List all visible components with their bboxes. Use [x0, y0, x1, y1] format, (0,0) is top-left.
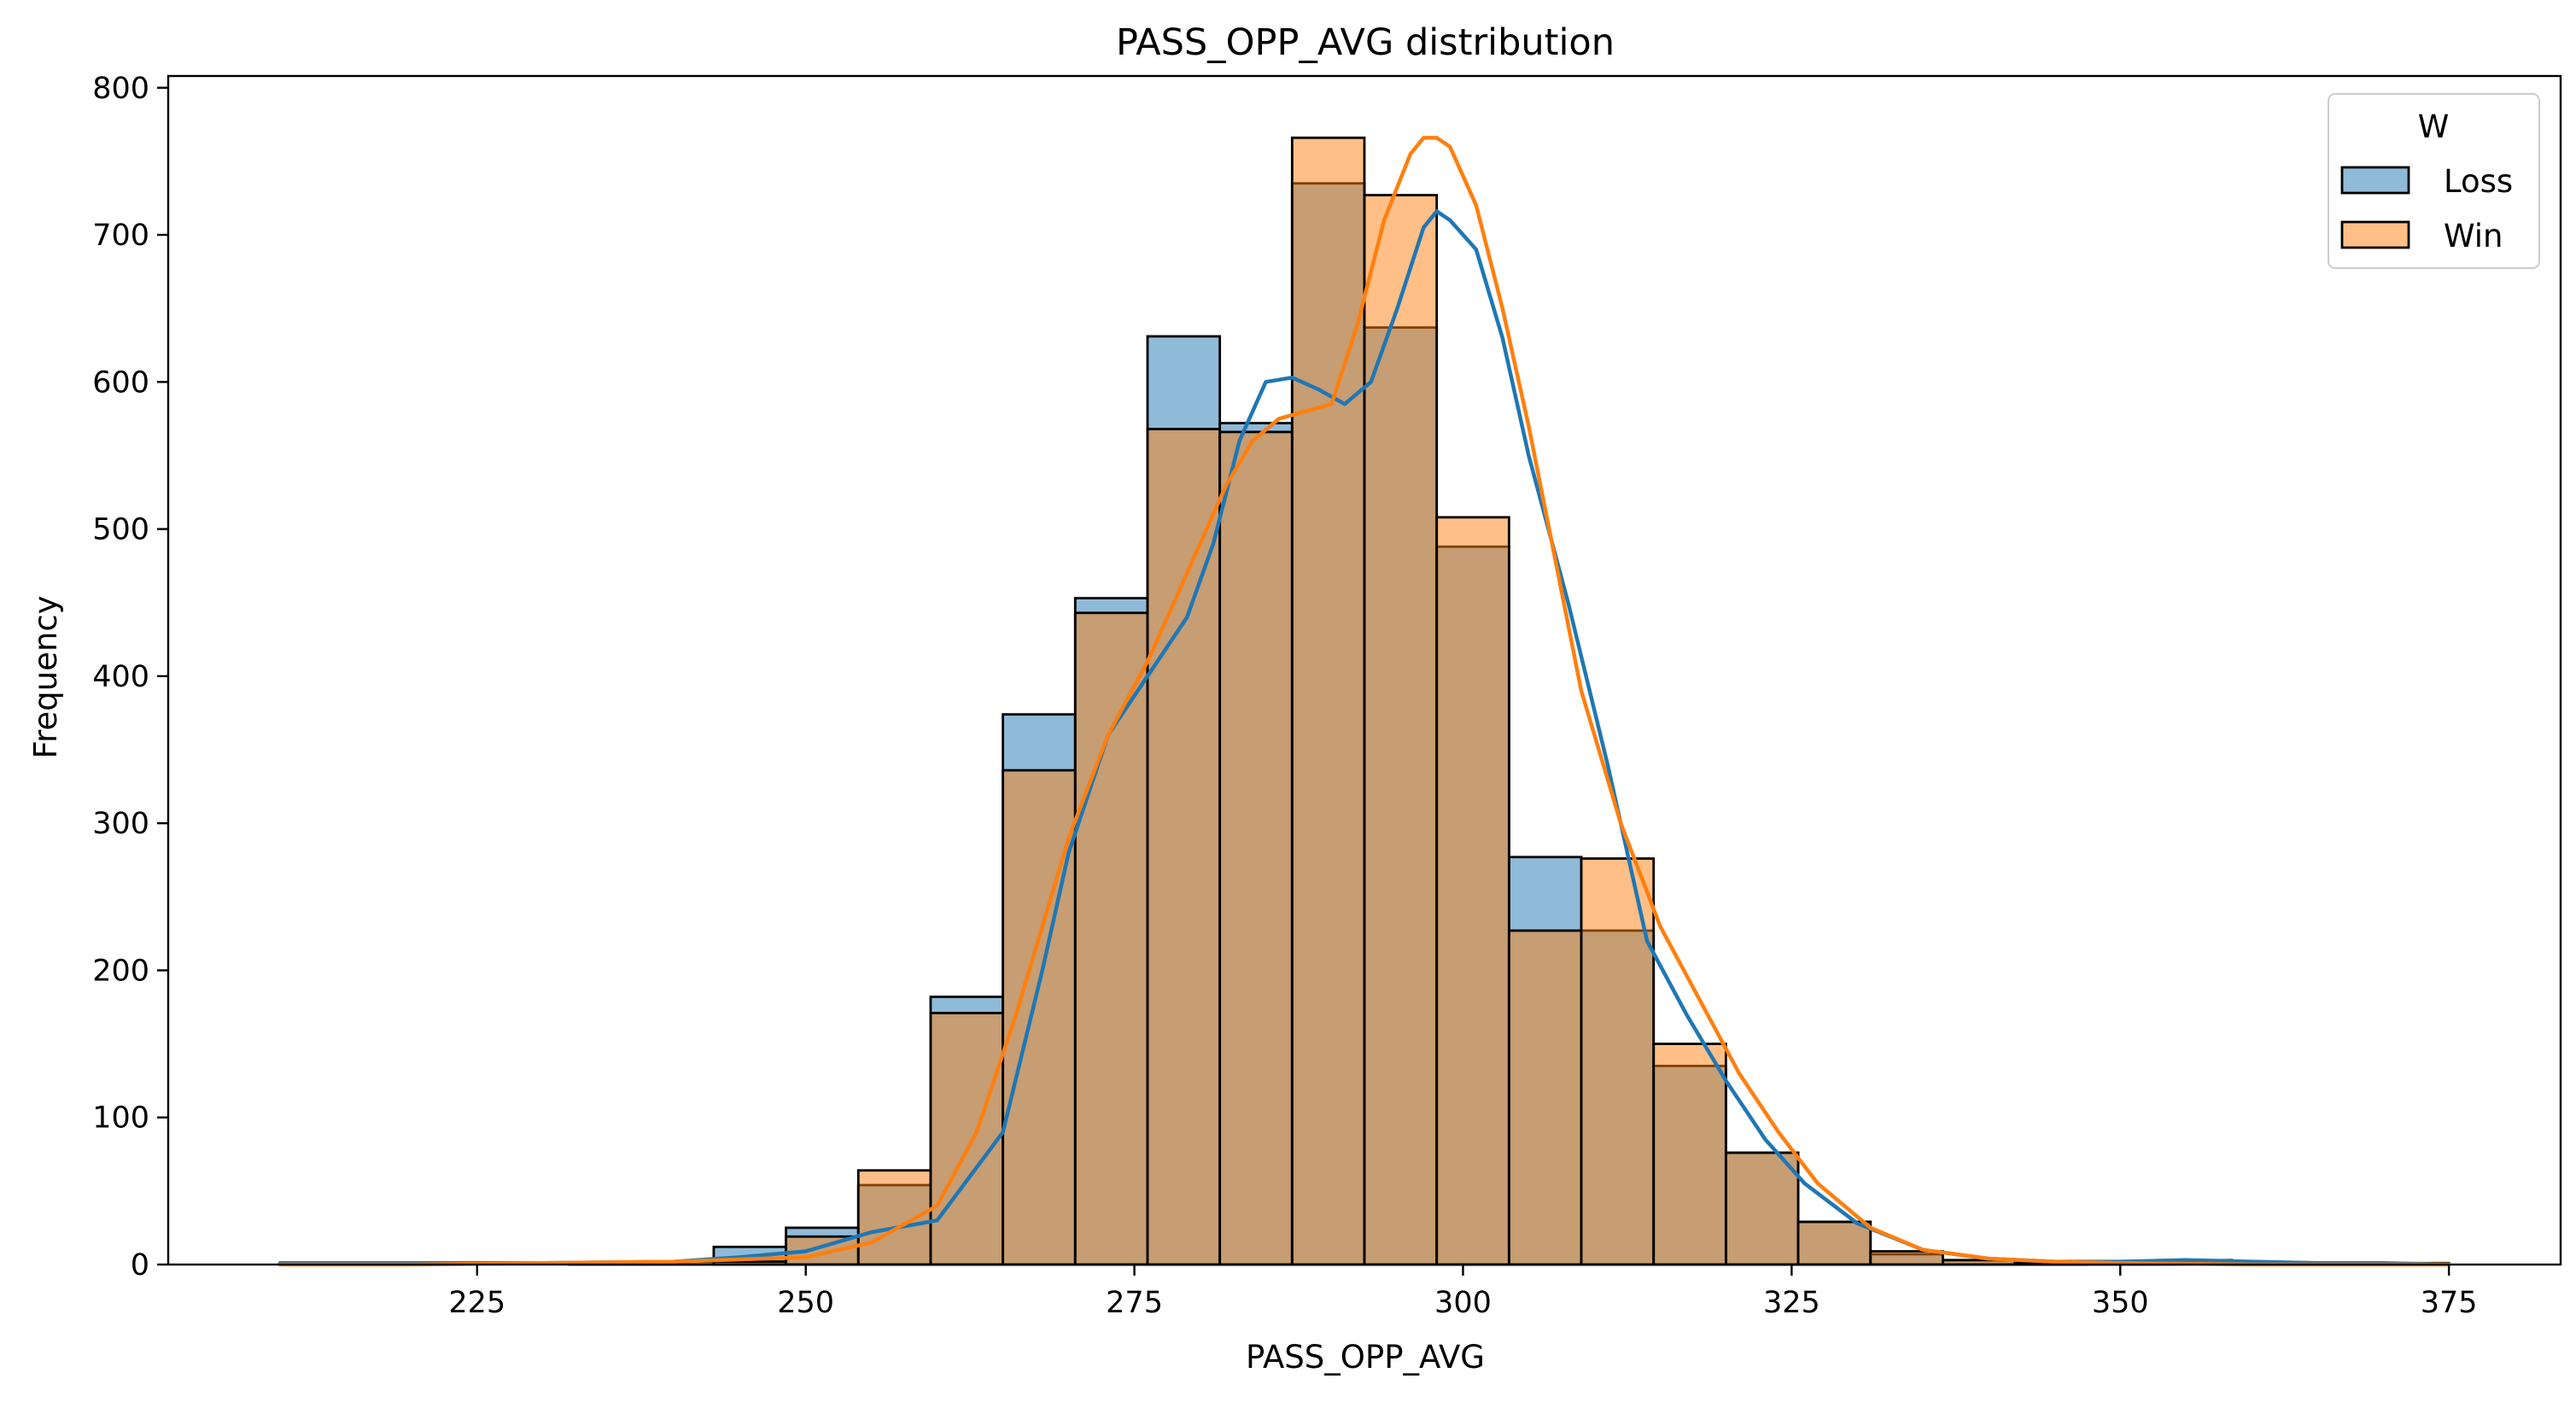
- y-tick-label: 300: [92, 807, 149, 841]
- histogram-bar: [1290, 136, 1366, 1266]
- x-tick-label: 375: [2421, 1286, 2478, 1320]
- histogram-bar: [1218, 430, 1294, 1266]
- legend-label-win: Win: [2444, 218, 2503, 254]
- histogram-bar: [1652, 1043, 1727, 1266]
- histogram-bar: [929, 1012, 1005, 1266]
- y-tick-label: 600: [92, 365, 149, 400]
- histogram-bar: [1073, 611, 1149, 1266]
- x-tick-label: 275: [1106, 1286, 1163, 1320]
- histogram-bar: [1796, 1220, 1872, 1266]
- x-tick-label: 250: [777, 1286, 834, 1320]
- legend-swatch-loss: [2340, 166, 2410, 195]
- histogram-bar: [1435, 516, 1510, 1266]
- plot-frame: [166, 74, 2562, 1266]
- legend: W Loss Win: [2328, 93, 2540, 269]
- y-axis-label: Frequency: [27, 595, 64, 758]
- series-win-bars: [712, 136, 2089, 1266]
- y-tick-label: 200: [92, 954, 149, 988]
- kde-line-win: [277, 136, 2451, 1267]
- histogram-bar: [1507, 929, 1583, 1266]
- x-tick-label: 325: [1763, 1286, 1820, 1320]
- x-tick-label: 225: [448, 1286, 505, 1320]
- histogram-bar: [1363, 194, 1439, 1266]
- y-tick-label: 800: [92, 72, 149, 106]
- legend-swatch-win: [2340, 220, 2410, 249]
- histogram-bar: [1869, 1250, 1944, 1266]
- y-tick-label: 700: [92, 219, 149, 253]
- x-axis-label: PASS_OPP_AVG: [1246, 1339, 1485, 1376]
- y-tick-label: 400: [92, 660, 149, 694]
- histogram-bar: [1724, 1151, 1800, 1266]
- legend-label-loss: Loss: [2444, 163, 2513, 200]
- y-tick-label: 100: [92, 1101, 149, 1136]
- y-tick-label: 0: [131, 1248, 149, 1282]
- y-tick-label: 500: [92, 513, 149, 547]
- legend-title: W: [2418, 108, 2450, 145]
- chart-title: PASS_OPP_AVG distribution: [1116, 21, 1615, 64]
- x-tick-label: 300: [1434, 1286, 1492, 1320]
- x-tick-label: 350: [2092, 1286, 2149, 1320]
- histogram-bar: [1146, 428, 1222, 1266]
